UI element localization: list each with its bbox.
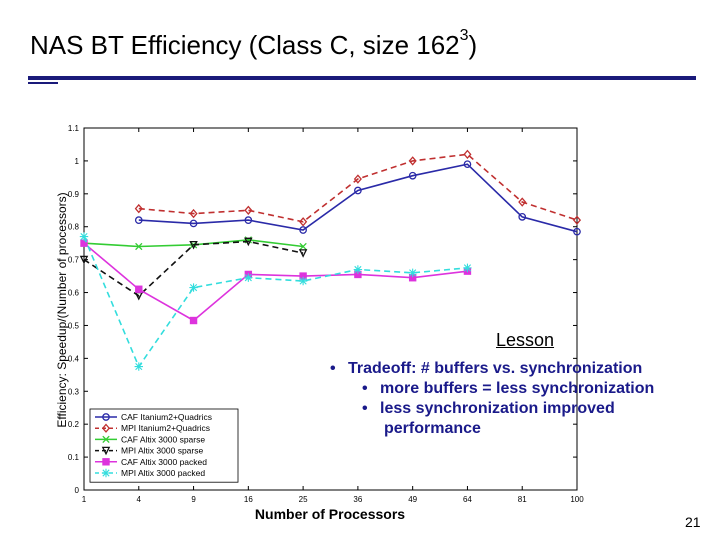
data-point-mpi-altix-3000-sparse — [298, 249, 308, 258]
data-point-caf-itanium2-quadrics — [134, 216, 143, 224]
data-point-caf-itanium2-quadrics — [408, 171, 417, 180]
y-tick-label: 0.6 — [68, 289, 80, 298]
legend-label: MPI Itanium2+Quadrics — [121, 423, 210, 433]
data-point-mpi-altix-3000-packed — [298, 276, 308, 286]
data-point-mpi-itanium2-quadrics — [299, 217, 308, 227]
data-point-caf-itanium2-quadrics — [518, 213, 527, 221]
legend-marker — [101, 468, 111, 478]
y-tick-label: 0.2 — [68, 420, 80, 429]
series-line-mpi-altix-3000-packed — [83, 236, 468, 369]
data-point-mpi-itanium2-quadrics — [353, 174, 362, 184]
data-point-caf-itanium2-quadrics — [189, 219, 198, 228]
bullet-text: Tradeoff: # buffers vs. synchronization — [348, 360, 643, 377]
data-point-mpi-itanium2-quadrics — [572, 215, 582, 225]
legend-marker — [101, 446, 111, 456]
x-tick-label: 49 — [408, 495, 417, 504]
legend-marker — [102, 435, 110, 444]
title-close: ) — [468, 30, 478, 60]
data-point-mpi-altix-3000-packed — [463, 263, 472, 273]
x-axis-label: Number of Processors — [255, 506, 405, 522]
bullet-item: • Tradeoff: # buffers vs. synchronization — [330, 360, 715, 378]
series-line-mpi-itanium2-quadrics — [138, 153, 578, 223]
data-point-mpi-itanium2-quadrics — [518, 197, 527, 207]
data-point-mpi-altix-3000-packed — [408, 268, 417, 277]
x-tick-label: 64 — [463, 495, 472, 504]
legend-label: CAF Altix 3000 sparse — [121, 434, 205, 444]
legend-label: MPI Altix 3000 sparse — [121, 446, 203, 456]
title-main: NAS BT Efficiency (Class C, size 162 — [30, 30, 460, 60]
data-point-mpi-itanium2-quadrics — [408, 156, 417, 166]
lesson-bullets: • Tradeoff: # buffers vs. synchronization… — [330, 360, 715, 438]
data-point-mpi-itanium2-quadrics — [244, 205, 253, 215]
legend-marker — [102, 458, 110, 466]
legend-box — [89, 408, 239, 483]
x-tick-label: 16 — [244, 495, 253, 504]
data-point-mpi-altix-3000-sparse — [79, 255, 89, 265]
data-point-mpi-altix-3000-packed — [79, 232, 89, 241]
y-tick-label: 0.3 — [68, 387, 80, 396]
title-rule — [28, 76, 696, 80]
sub-bullet-item: • less synchronization improved — [362, 400, 715, 418]
bullet-continuation: performance — [384, 420, 481, 437]
title-superscript: 3 — [459, 27, 469, 45]
y-tick-label: 0.5 — [68, 321, 80, 330]
data-point-mpi-altix-3000-packed — [189, 283, 198, 292]
x-tick-label: 4 — [137, 495, 142, 504]
data-point-caf-itanium2-quadrics — [299, 226, 307, 234]
x-tick-label: 9 — [191, 495, 196, 504]
y-tick-label: 0.7 — [68, 256, 80, 265]
y-tick-label: 0 — [75, 486, 80, 495]
bullet-icon: • — [362, 400, 368, 417]
data-point-caf-altix-3000-sparse — [135, 242, 143, 251]
data-point-mpi-altix-3000-sparse — [189, 240, 198, 250]
bullet-icon: • — [330, 360, 336, 377]
data-point-caf-itanium2-quadrics — [244, 216, 253, 224]
data-point-caf-itanium2-quadrics — [354, 186, 362, 195]
slide-title: NAS BT Efficiency (Class C, size 1623) — [30, 27, 478, 61]
x-tick-label: 100 — [570, 495, 584, 504]
legend-label: CAF Altix 3000 packed — [121, 457, 207, 467]
y-axis-label: Efficiency: Speedup/(Number of processor… — [55, 192, 69, 427]
series-line-mpi-altix-3000-sparse — [83, 240, 304, 297]
title-rule-accent — [28, 82, 58, 84]
lesson-heading: Lesson — [496, 330, 555, 351]
y-tick-label: 0.1 — [68, 453, 80, 462]
bullet-text: less synchronization improved — [380, 400, 615, 417]
bullet-text: more buffers = less synchronization — [380, 380, 655, 397]
data-point-mpi-itanium2-quadrics — [134, 203, 143, 214]
data-point-mpi-itanium2-quadrics — [463, 149, 472, 160]
x-tick-label: 36 — [353, 495, 362, 504]
data-point-caf-altix-3000-packed — [135, 285, 143, 293]
data-point-mpi-altix-3000-sparse — [244, 237, 253, 247]
legend-marker — [101, 423, 111, 433]
legend-label: MPI Altix 3000 packed — [121, 468, 205, 478]
x-tick-label: 1 — [82, 495, 87, 504]
y-tick-label: 0.8 — [68, 223, 80, 232]
x-tick-label: 25 — [299, 495, 308, 504]
data-point-caf-altix-3000-packed — [189, 316, 198, 325]
y-tick-label: 0.9 — [68, 190, 80, 199]
data-point-mpi-altix-3000-packed — [134, 362, 143, 371]
legend-marker — [102, 413, 110, 421]
sub-bullet-item: • more buffers = less synchronization — [362, 380, 715, 398]
y-tick-label: 0.4 — [68, 354, 80, 363]
data-point-mpi-itanium2-quadrics — [189, 208, 198, 219]
data-point-mpi-altix-3000-packed — [353, 265, 363, 274]
data-point-caf-itanium2-quadrics — [573, 227, 581, 236]
x-tick-label: 81 — [518, 495, 527, 504]
series-line-caf-itanium2-quadrics — [138, 163, 578, 233]
data-point-caf-itanium2-quadrics — [463, 160, 472, 169]
page-number: 21 — [685, 514, 701, 530]
series-line-caf-altix-3000-packed — [83, 242, 468, 322]
y-tick-label: 1 — [75, 157, 80, 166]
data-point-caf-altix-3000-sparse — [299, 242, 307, 251]
y-tick-label: 1.1 — [68, 124, 80, 133]
bullet-icon: • — [362, 380, 368, 397]
data-point-mpi-altix-3000-packed — [244, 273, 253, 282]
legend-label: CAF Itanium2+Quadrics — [121, 412, 212, 422]
